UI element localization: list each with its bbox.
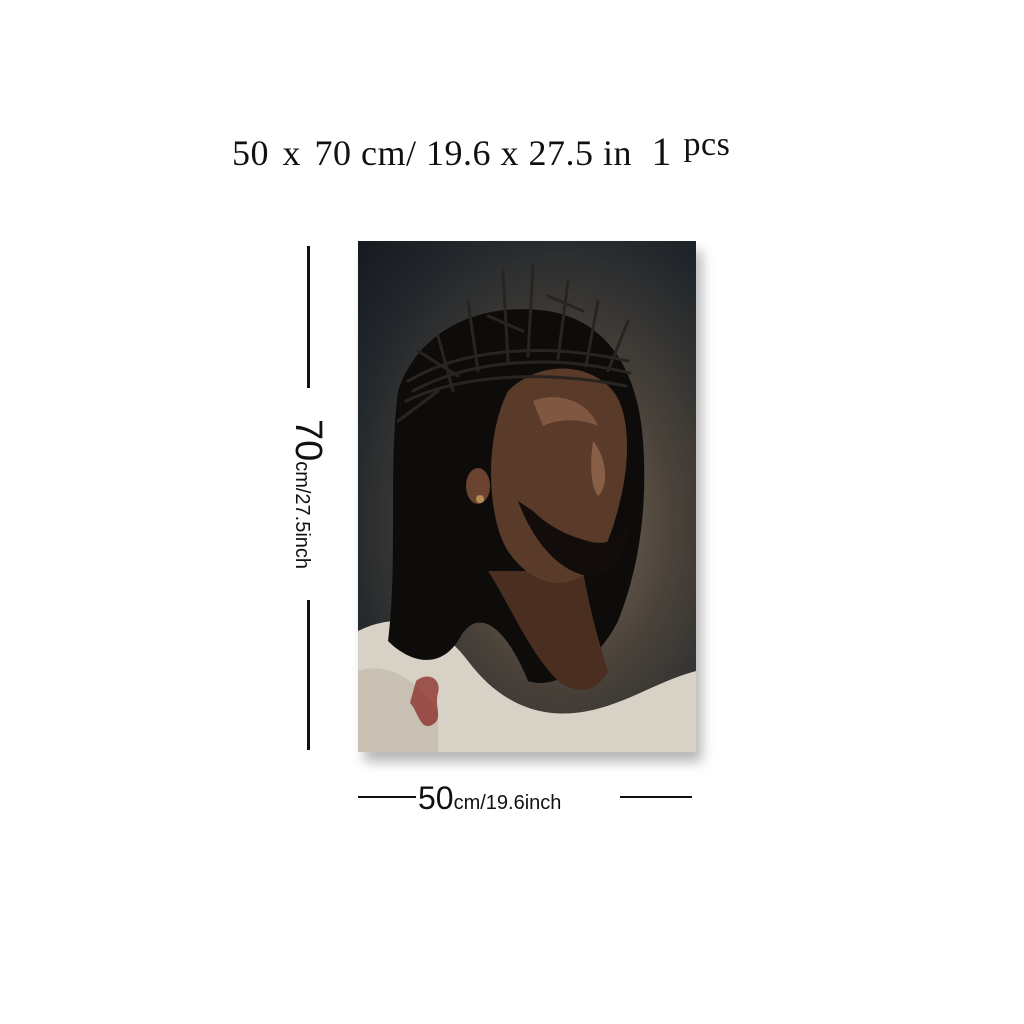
- canvas-print: [358, 241, 702, 762]
- width-dimension-line-left: [358, 796, 416, 798]
- title-width: 50: [232, 133, 269, 173]
- width-dimension-label: 50cm/19.6inch: [418, 778, 618, 818]
- width-unit: cm/19.6inch: [453, 792, 562, 814]
- height-dimension-line-bottom: [307, 600, 310, 750]
- product-size-title: 50 x 70 cm/ 19.6 x 27.5 in 1 pcs: [232, 126, 832, 186]
- title-quantity: 1: [651, 129, 672, 174]
- painting-beard: [518, 501, 630, 576]
- painting-crown-of-thorns: [396, 264, 632, 423]
- height-value: 70: [287, 418, 329, 462]
- portrait-painting: [358, 241, 696, 752]
- height-unit: cm/27.5inch: [291, 461, 313, 570]
- width-dimension-line-right: [620, 796, 692, 798]
- painting-red-accent: [410, 676, 439, 727]
- title-times: x: [282, 133, 301, 173]
- title-units: cm/ 19.6 x 27.5 in: [361, 133, 632, 173]
- title-quantity-unit: pcs: [683, 126, 731, 163]
- width-value: 50: [418, 780, 454, 816]
- title-height: 70: [314, 133, 352, 173]
- painting-illustration: [358, 264, 696, 752]
- height-dimension-line-top: [307, 246, 310, 388]
